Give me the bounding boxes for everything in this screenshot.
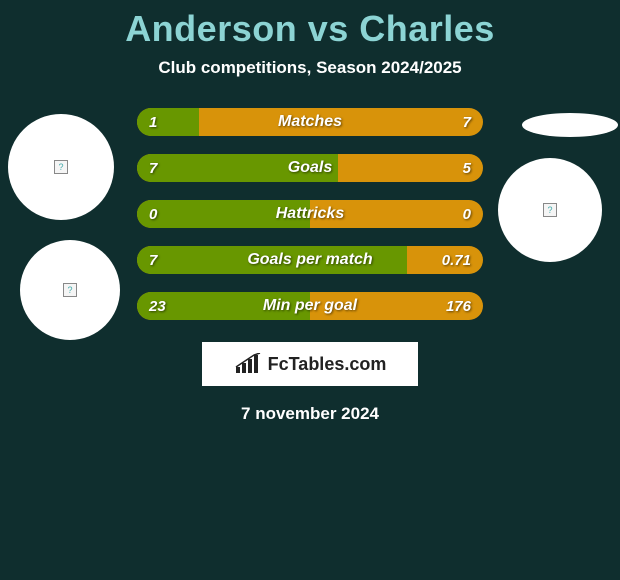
image-placeholder-icon: ? <box>54 160 68 174</box>
player1-avatar-large: ? <box>8 114 114 220</box>
stat-right-value: 176 <box>446 292 471 320</box>
player2-avatar-large: ? <box>498 158 602 262</box>
stat-bar: 0Hattricks0 <box>137 200 483 228</box>
page-subtitle: Club competitions, Season 2024/2025 <box>0 58 620 78</box>
image-placeholder-icon: ? <box>63 283 77 297</box>
stat-right-value: 5 <box>463 154 471 182</box>
brand-box: FcTables.com <box>202 342 418 386</box>
stat-bar: 7Goals per match0.71 <box>137 246 483 274</box>
stat-right-value: 0 <box>463 200 471 228</box>
stat-right-value: 0.71 <box>442 246 471 274</box>
stat-label: Goals per match <box>137 246 483 274</box>
stat-bar: 1Matches7 <box>137 108 483 136</box>
stat-label: Matches <box>137 108 483 136</box>
stat-bar: 23Min per goal176 <box>137 292 483 320</box>
stat-label: Hattricks <box>137 200 483 228</box>
brand-text: FcTables.com <box>268 354 387 375</box>
stat-label: Min per goal <box>137 292 483 320</box>
player2-avatar-ellipse <box>522 113 618 137</box>
comparison-content: ? ? ? 1Matches77Goals50Hattricks07Goals … <box>0 108 620 424</box>
stat-label: Goals <box>137 154 483 182</box>
stat-bar: 7Goals5 <box>137 154 483 182</box>
player1-avatar-secondary: ? <box>20 240 120 340</box>
page-title: Anderson vs Charles <box>0 0 620 50</box>
image-placeholder-icon: ? <box>543 203 557 217</box>
date-text: 7 november 2024 <box>0 404 620 424</box>
bars-icon <box>234 353 262 375</box>
stat-right-value: 7 <box>463 108 471 136</box>
comparison-bars: 1Matches77Goals50Hattricks07Goals per ma… <box>137 108 483 320</box>
